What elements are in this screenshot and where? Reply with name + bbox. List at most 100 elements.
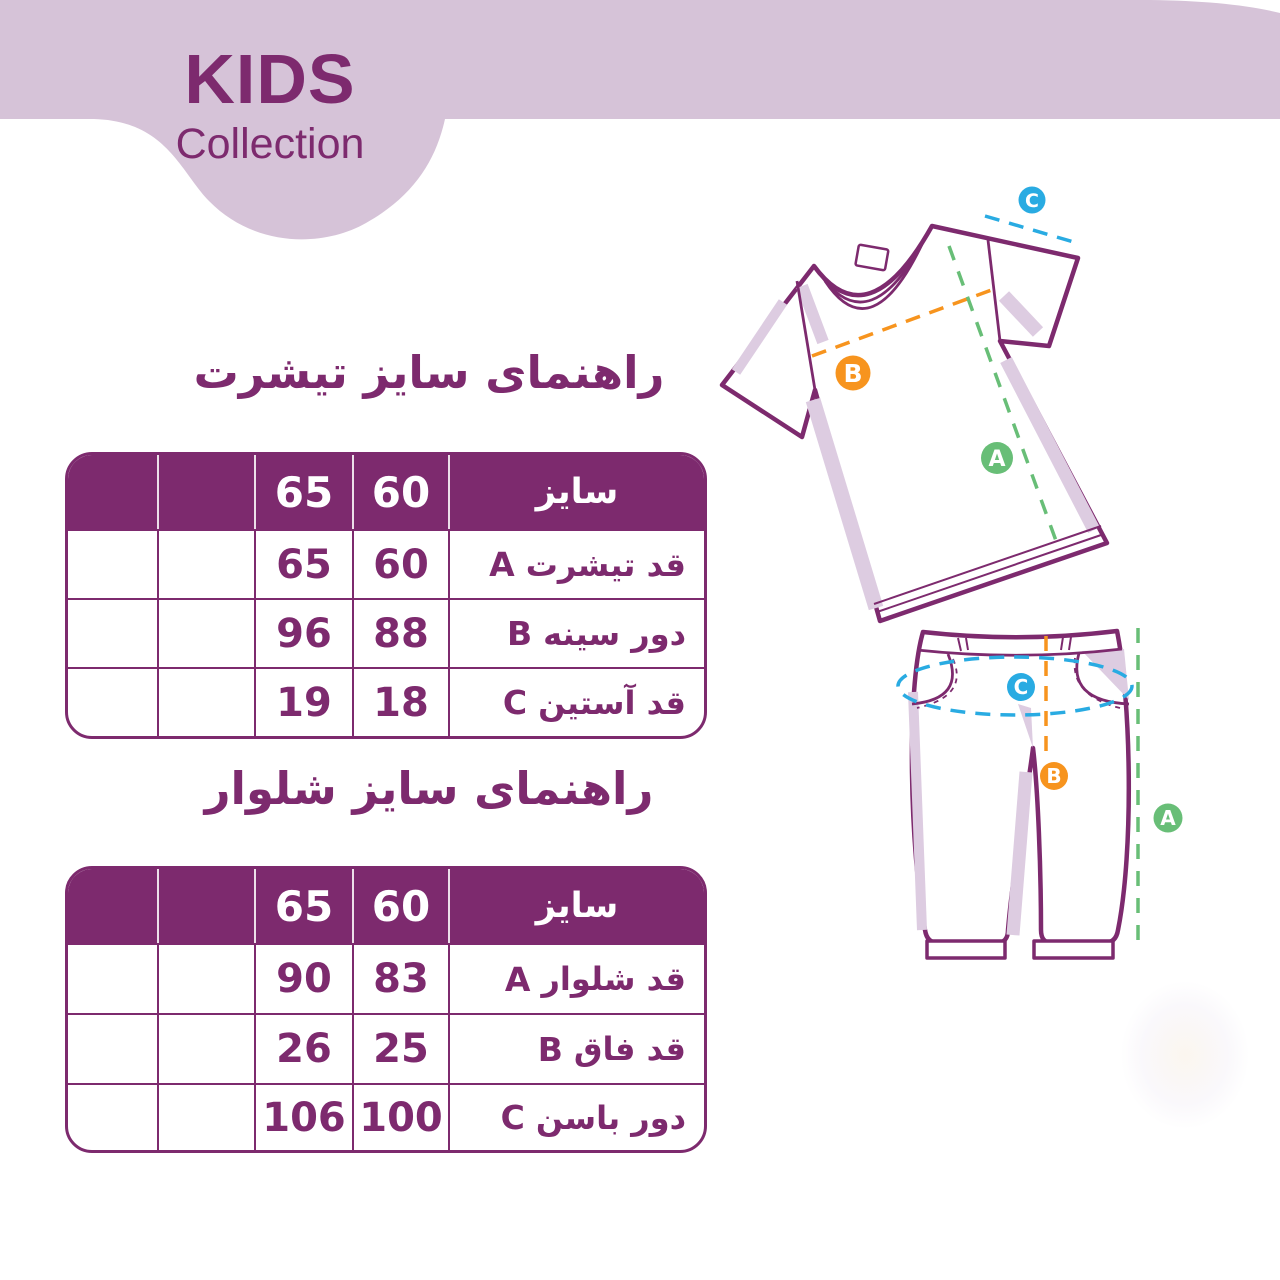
shirt-chest-size60-value: 88 — [354, 598, 450, 667]
shirt-chest-line-b — [811, 286, 998, 358]
shirt-marker-c-badge — [1018, 186, 1046, 214]
row-label-text: قد شلوار — [541, 960, 686, 998]
shirt-size-table: سایز 60 65 قد تیشرت A 60 65 دور سینه B 8… — [65, 452, 707, 739]
empty-cell — [68, 598, 159, 667]
pants-shading-pocket — [1082, 649, 1129, 700]
pants-shading-inseam — [1006, 771, 1033, 936]
waistband-stitch-ticks — [957, 636, 1072, 652]
shirt-marker-b-letter: B — [843, 359, 862, 388]
measurement-guides: C B A C B A — [811, 186, 1183, 950]
tshirt-shading-left — [805, 397, 884, 611]
collar-rib-line-2 — [823, 239, 926, 310]
tshirt-illustration — [719, 223, 1110, 624]
pants-marker-a-letter: A — [1160, 806, 1176, 830]
empty-header-cell — [68, 869, 159, 943]
pants-table-header-60: 60 — [354, 869, 450, 943]
shirt-sleeve-length-line-c — [984, 214, 1078, 245]
brand-badge: KIDS Collection — [118, 44, 422, 166]
row-label-letter: C — [500, 1098, 525, 1137]
shirt-sleeve-size65-value: 19 — [256, 667, 354, 736]
brand-subtitle: Collection — [175, 120, 365, 168]
hem-line-2 — [873, 525, 1102, 605]
empty-cell — [159, 1013, 256, 1083]
row-label-letter: B — [506, 614, 533, 653]
cuff-left — [925, 939, 1007, 960]
empty-header-cell — [159, 869, 256, 943]
shirt-row-sleeve-label: قد آستین C — [450, 667, 704, 736]
row-label-text: دور باسن — [535, 1098, 686, 1137]
shirt-length-size65-value: 65 — [256, 529, 354, 598]
row-label-text: دور سینه — [543, 614, 686, 653]
row-label-letter: A — [504, 959, 531, 999]
row-label-letter: B — [537, 1029, 563, 1069]
empty-cell — [68, 1013, 159, 1083]
tshirt-shading-shoulder — [796, 283, 829, 345]
shirt-row-chest-label: دور سینه B — [450, 598, 704, 667]
pants-row-rise-label: قد فاق B — [450, 1013, 704, 1083]
shirt-table-header-65: 65 — [256, 455, 354, 529]
row-label-text: قد آستین — [538, 683, 686, 722]
empty-cell — [68, 943, 159, 1013]
pocket-right-stitch — [1073, 657, 1125, 710]
pants-rise-size65-value: 26 — [256, 1013, 354, 1083]
pants-row-hip-label: دور باسن C — [450, 1083, 704, 1150]
hem-line-1 — [876, 533, 1105, 613]
header-band — [0, 0, 1280, 240]
pants-marker-b-letter: B — [1046, 764, 1061, 788]
pants-guide-title: راهنمای سایز شلوار — [204, 762, 654, 815]
shirt-guide-title: راهنمای سایز تیشرت — [193, 346, 665, 399]
row-label-text: قد تیشرت — [525, 545, 686, 584]
faint-watermark — [1120, 980, 1250, 1130]
pants-rise-size60-value: 25 — [354, 1013, 450, 1083]
pants-table-header-size: سایز — [450, 869, 704, 943]
empty-header-cell — [68, 455, 159, 529]
shirt-table-header-size: سایز — [450, 455, 704, 529]
tshirt-outline — [719, 223, 1110, 624]
empty-header-cell — [159, 455, 256, 529]
shirt-table-header-60: 60 — [354, 455, 450, 529]
empty-cell — [159, 598, 256, 667]
pants-marker-c-letter: C — [1014, 675, 1029, 699]
pants-marker-a-badge — [1153, 803, 1183, 833]
empty-cell — [68, 529, 159, 598]
header-band-shape — [0, 0, 1280, 240]
pants-length-size60-value: 83 — [354, 943, 450, 1013]
pants-table-header-65: 65 — [256, 869, 354, 943]
tshirt-shading-sleeve-right — [998, 291, 1044, 337]
sleeve-seam-left — [795, 280, 817, 391]
pants-length-size65-value: 90 — [256, 943, 354, 1013]
empty-cell — [159, 529, 256, 598]
empty-cell — [68, 1083, 159, 1150]
empty-cell — [159, 943, 256, 1013]
shirt-marker-a-letter: A — [988, 447, 1005, 472]
shirt-chest-size65-value: 96 — [256, 598, 354, 667]
shirt-marker-b-badge — [835, 355, 871, 391]
shirt-row-length-label: قد تیشرت A — [450, 529, 704, 598]
pants-illustration — [908, 628, 1132, 960]
cuff-right — [1032, 939, 1115, 960]
pants-hip-ellipse-c — [896, 655, 1134, 717]
row-label-letter: C — [502, 683, 528, 722]
empty-cell — [159, 667, 256, 736]
pants-hip-size60-value: 100 — [354, 1083, 450, 1150]
shirt-marker-c-letter: C — [1025, 190, 1039, 212]
row-label-text: قد فاق — [573, 1030, 686, 1068]
pants-size-table: سایز 60 65 قد شلوار A 83 90 قد فاق B 25 … — [65, 866, 707, 1153]
shirt-marker-a-badge — [981, 442, 1013, 474]
tshirt-shading-sleeve-left — [731, 299, 788, 375]
empty-cell — [68, 667, 159, 736]
row-label-letter: A — [489, 545, 515, 584]
pants-hip-size65-value: 106 — [256, 1083, 354, 1150]
shirt-length-size60-value: 60 — [354, 529, 450, 598]
pants-shading-left — [908, 691, 927, 931]
sleeve-seam-right — [986, 239, 1002, 342]
empty-cell — [159, 1083, 256, 1150]
pants-marker-b-badge — [1040, 762, 1068, 790]
neck-label — [854, 243, 890, 272]
pants-row-length-label: قد شلوار A — [450, 943, 704, 1013]
pants-marker-c-badge — [1007, 673, 1035, 701]
brand-title: KIDS — [184, 40, 356, 118]
shirt-sleeve-size60-value: 18 — [354, 667, 450, 736]
waistband-line — [916, 647, 1123, 657]
